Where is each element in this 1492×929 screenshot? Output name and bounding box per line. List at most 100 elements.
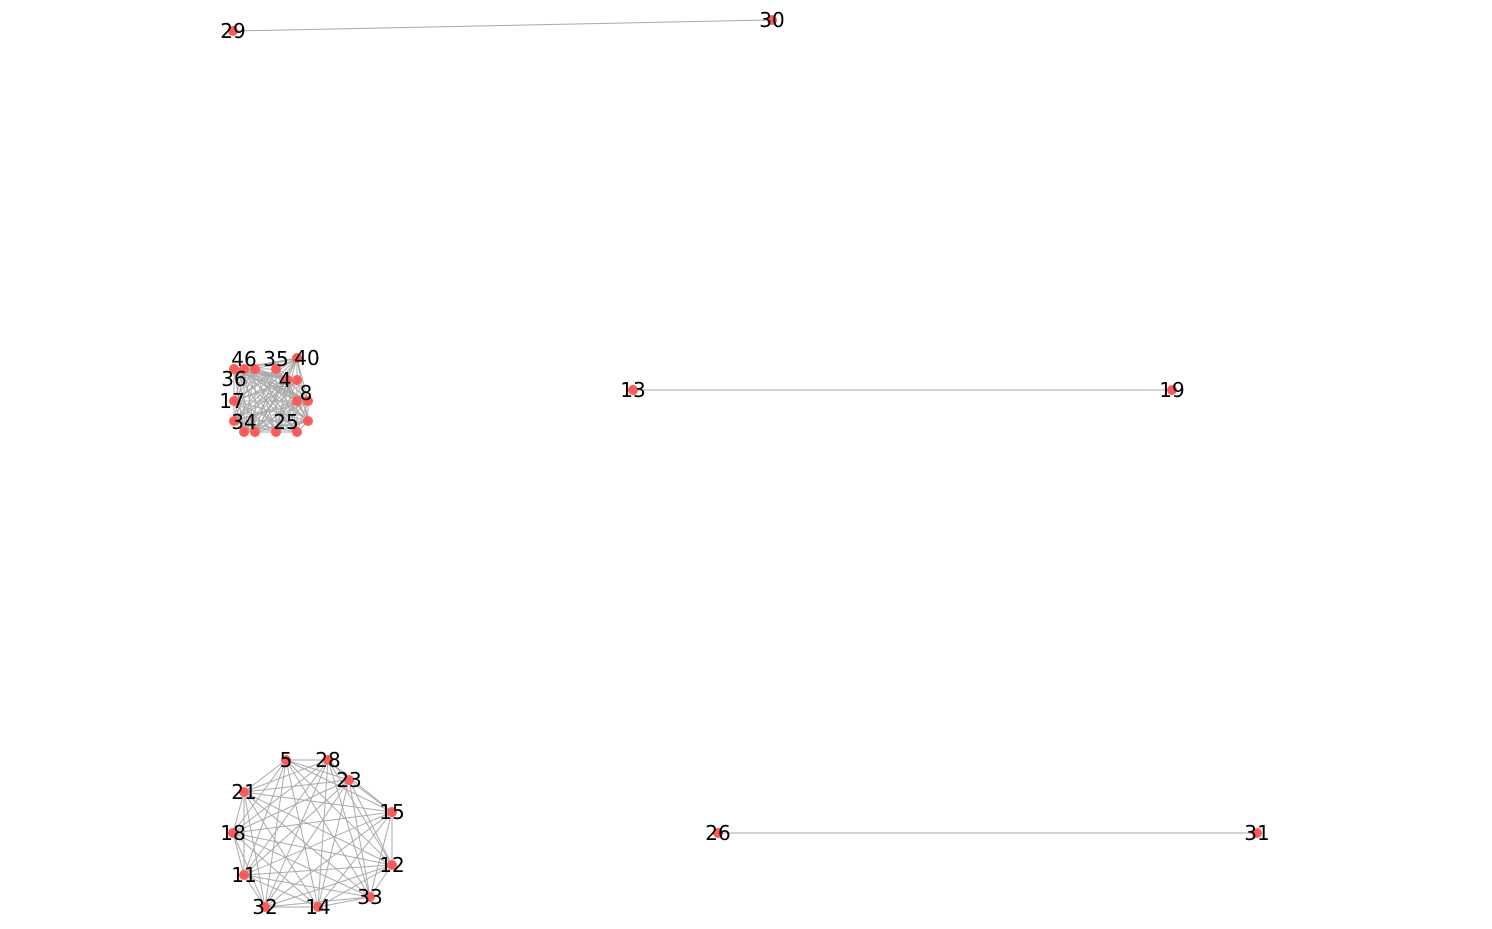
graph-edge (254, 357, 298, 370)
graph-node (239, 364, 249, 374)
graph-edge (233, 379, 298, 422)
graph-node (229, 364, 239, 374)
graph-node (292, 427, 302, 437)
graph-node (239, 870, 249, 880)
edge-layer (232, 19, 1257, 908)
node-label: 5 (280, 748, 293, 772)
graph-edge (254, 400, 309, 433)
node-label: 30 (759, 8, 784, 32)
node-label: 26 (705, 821, 730, 845)
graph-node (250, 427, 260, 437)
node-label: 31 (1244, 821, 1269, 845)
node-label: 34 (231, 410, 256, 434)
graph-edge (264, 811, 393, 908)
graph-node (713, 828, 723, 838)
graph-edge (264, 759, 329, 908)
graph-node (387, 860, 397, 870)
graph-edge (233, 420, 298, 433)
graph-edge (285, 759, 371, 898)
graph-edge (232, 832, 245, 876)
graph-node (229, 416, 239, 426)
graph-node (228, 26, 238, 36)
graph-edge (296, 379, 309, 422)
graph-edge (232, 779, 350, 834)
graph-node (229, 396, 239, 406)
graph-edge (317, 864, 393, 908)
graph-edge (232, 791, 245, 834)
graph-edge (275, 357, 298, 433)
graph-node (281, 755, 291, 765)
graph-edge (243, 791, 393, 813)
graph-edge (243, 759, 329, 876)
graph-edge (233, 400, 298, 422)
graph-edge (233, 357, 298, 422)
graph-edge (232, 832, 371, 898)
graph-node (292, 396, 302, 406)
node-label: 23 (336, 768, 361, 792)
graph-edge (254, 368, 309, 422)
graph-edge (232, 759, 287, 834)
graph-node (313, 902, 323, 912)
graph-edge (243, 874, 266, 908)
graph-edge (232, 811, 393, 834)
graph-edge (317, 811, 393, 908)
graph-node (271, 427, 281, 437)
graph-edge (317, 759, 329, 908)
graph-edge (264, 896, 371, 908)
graph-node (292, 375, 302, 385)
graph-node (767, 15, 777, 25)
node-label: 8 (300, 381, 313, 405)
graph-edge (232, 832, 266, 908)
graph-node (271, 364, 281, 374)
graph-node (628, 385, 638, 395)
graph-edge (327, 759, 393, 866)
graph-edge (243, 791, 319, 908)
graph-node (303, 416, 313, 426)
graph-edge (243, 779, 350, 876)
graph-edge (233, 368, 256, 422)
node-label: 32 (252, 895, 277, 919)
graph-edge (243, 379, 298, 433)
graph-node (282, 375, 292, 385)
graph-node (387, 807, 397, 817)
graph-node (323, 755, 333, 765)
graph-edge (264, 864, 393, 908)
graph-edge (232, 832, 393, 866)
graph-edge (233, 368, 256, 402)
graph-node (365, 892, 375, 902)
graph-edge (232, 19, 773, 32)
graph-edge (285, 759, 319, 908)
graph-edge (243, 759, 287, 876)
graph-edge (243, 874, 319, 908)
node-label: 21 (231, 780, 256, 804)
graph-node (303, 396, 313, 406)
node-label: 19 (1159, 378, 1184, 402)
graph-edge (348, 779, 393, 813)
graph-edge (264, 759, 287, 908)
graph-edge (285, 759, 393, 813)
graph-node (260, 902, 270, 912)
graph-edge (285, 759, 393, 866)
graph-edge (243, 759, 287, 793)
graph-edge (317, 779, 350, 908)
graph-edge (296, 357, 309, 402)
graph-edge (275, 420, 309, 433)
graph-edge (243, 874, 371, 898)
graph-edge (233, 400, 256, 433)
graph-node (239, 787, 249, 797)
graph-edge (243, 791, 266, 908)
graph-edge (254, 368, 298, 402)
graph-edge (254, 379, 298, 433)
graph-node (239, 427, 249, 437)
node-label: 36 (221, 367, 246, 391)
node-label: 11 (231, 863, 256, 887)
graph-edge (317, 896, 371, 908)
node-label: 4 (279, 368, 292, 392)
graph-node (228, 828, 238, 838)
graph-edge (243, 759, 329, 793)
graph-node (1252, 828, 1262, 838)
graph-edge (233, 400, 309, 422)
graph-edge (369, 864, 393, 898)
